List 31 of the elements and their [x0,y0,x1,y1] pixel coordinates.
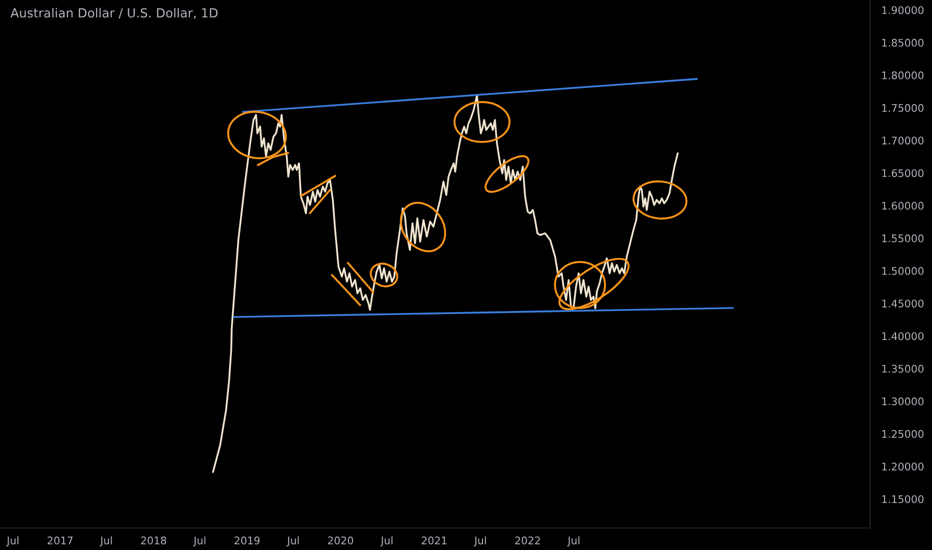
x-tick-label: Jul [286,536,299,546]
y-tick-label: 1.80000 [882,71,924,80]
y-tick-label: 1.50000 [882,267,924,275]
y-tick-label: 1.15000 [882,495,924,504]
y-tick-label: 1.35000 [882,364,924,373]
x-tick-label: Jul [6,536,18,546]
y-tick-label: 1.25000 [882,430,924,438]
y-tick-label: 1.45000 [882,300,924,308]
x-tick-label: Jul [193,536,206,546]
y-tick-label: 1.85000 [882,38,924,47]
y-tick-label: 1.65000 [882,169,924,178]
x-tick-label: 2019 [234,536,260,544]
x-tick-label: 2020 [328,536,354,544]
x-tick-label: Jul [380,536,392,546]
x-tick-label: 2022 [515,536,540,544]
x-tick-label: 2017 [48,536,73,544]
x-tick-label: 2018 [141,536,166,544]
y-tick-label: 1.75000 [882,104,924,112]
x-tick-label: Jul [100,536,112,546]
y-tick-label: 1.40000 [882,332,924,340]
y-tick-label: 1.30000 [882,397,924,406]
y-tick-label: 1.70000 [882,136,924,144]
y-tick-label: 1.90000 [882,6,924,14]
x-tick-label: Jul [474,536,486,546]
y-tick-label: 1.20000 [882,462,924,470]
x-tick-label: Jul [567,536,580,546]
line-series [212,94,679,473]
y-tick-label: 1.60000 [882,202,924,210]
x-tick-label: 2021 [422,536,447,544]
y-tick-label: 1.55000 [882,234,924,242]
text: Australian Dollar / U.S. Dollar, 1D [10,8,218,19]
